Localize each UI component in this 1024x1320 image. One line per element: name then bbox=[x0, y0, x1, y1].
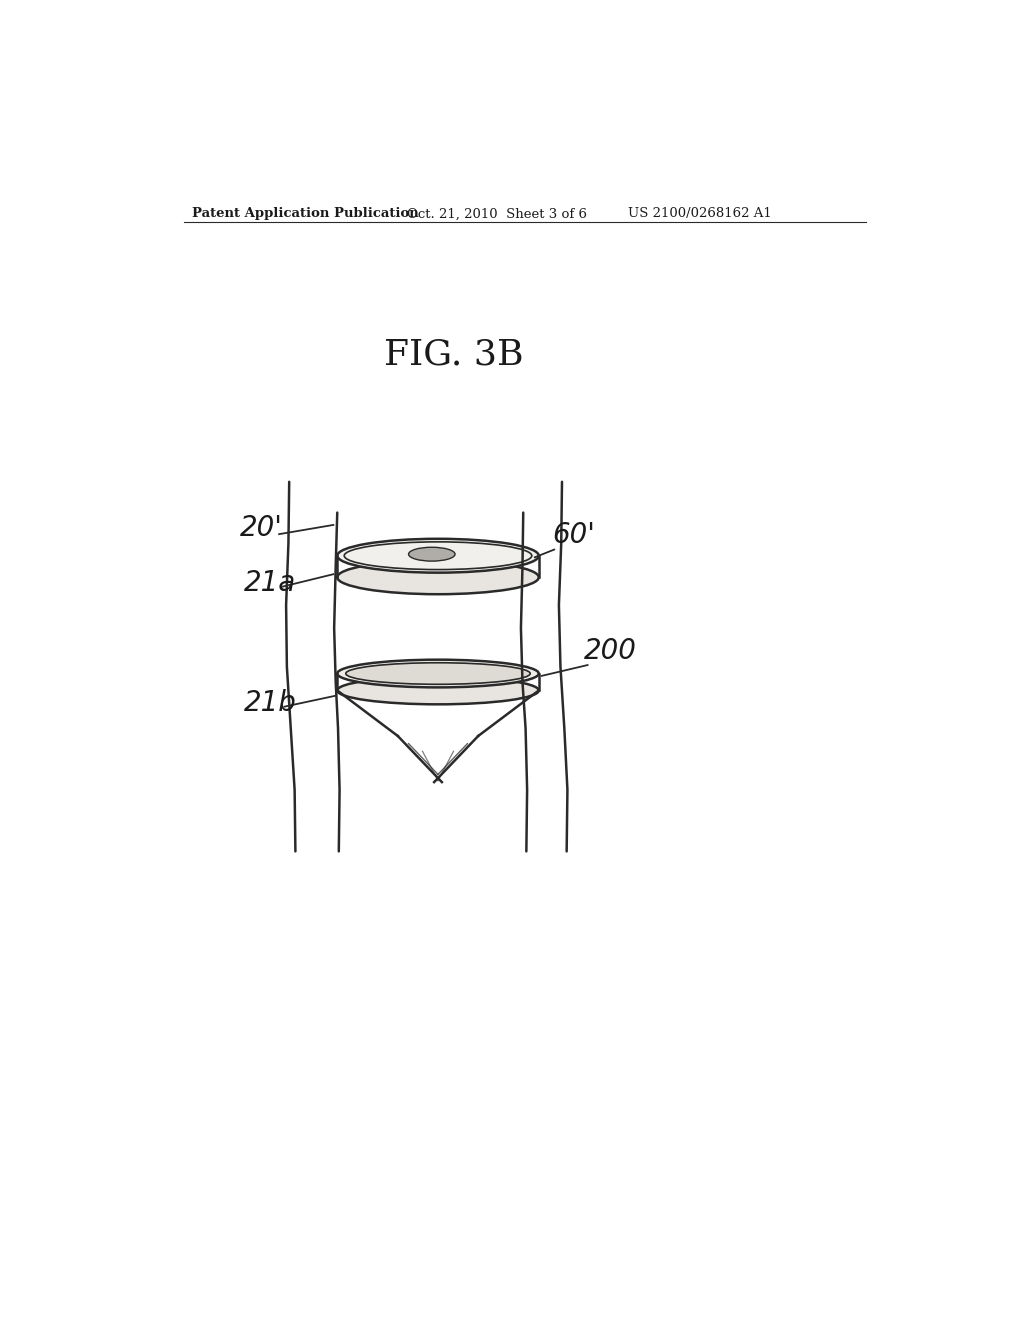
Ellipse shape bbox=[409, 548, 455, 561]
Text: FIG. 3B: FIG. 3B bbox=[384, 338, 523, 372]
Text: 21b: 21b bbox=[245, 689, 297, 717]
Ellipse shape bbox=[337, 660, 539, 688]
Text: 60': 60' bbox=[553, 521, 596, 549]
Ellipse shape bbox=[337, 677, 539, 705]
Text: Patent Application Publication: Patent Application Publication bbox=[191, 207, 418, 220]
Ellipse shape bbox=[337, 539, 539, 573]
Text: 200: 200 bbox=[584, 638, 637, 665]
Ellipse shape bbox=[346, 663, 530, 684]
Text: US 2100/0268162 A1: US 2100/0268162 A1 bbox=[628, 207, 772, 220]
Text: Oct. 21, 2010  Sheet 3 of 6: Oct. 21, 2010 Sheet 3 of 6 bbox=[407, 207, 587, 220]
Ellipse shape bbox=[337, 560, 539, 594]
Text: 20': 20' bbox=[241, 513, 284, 541]
Text: 21a: 21a bbox=[245, 569, 297, 597]
